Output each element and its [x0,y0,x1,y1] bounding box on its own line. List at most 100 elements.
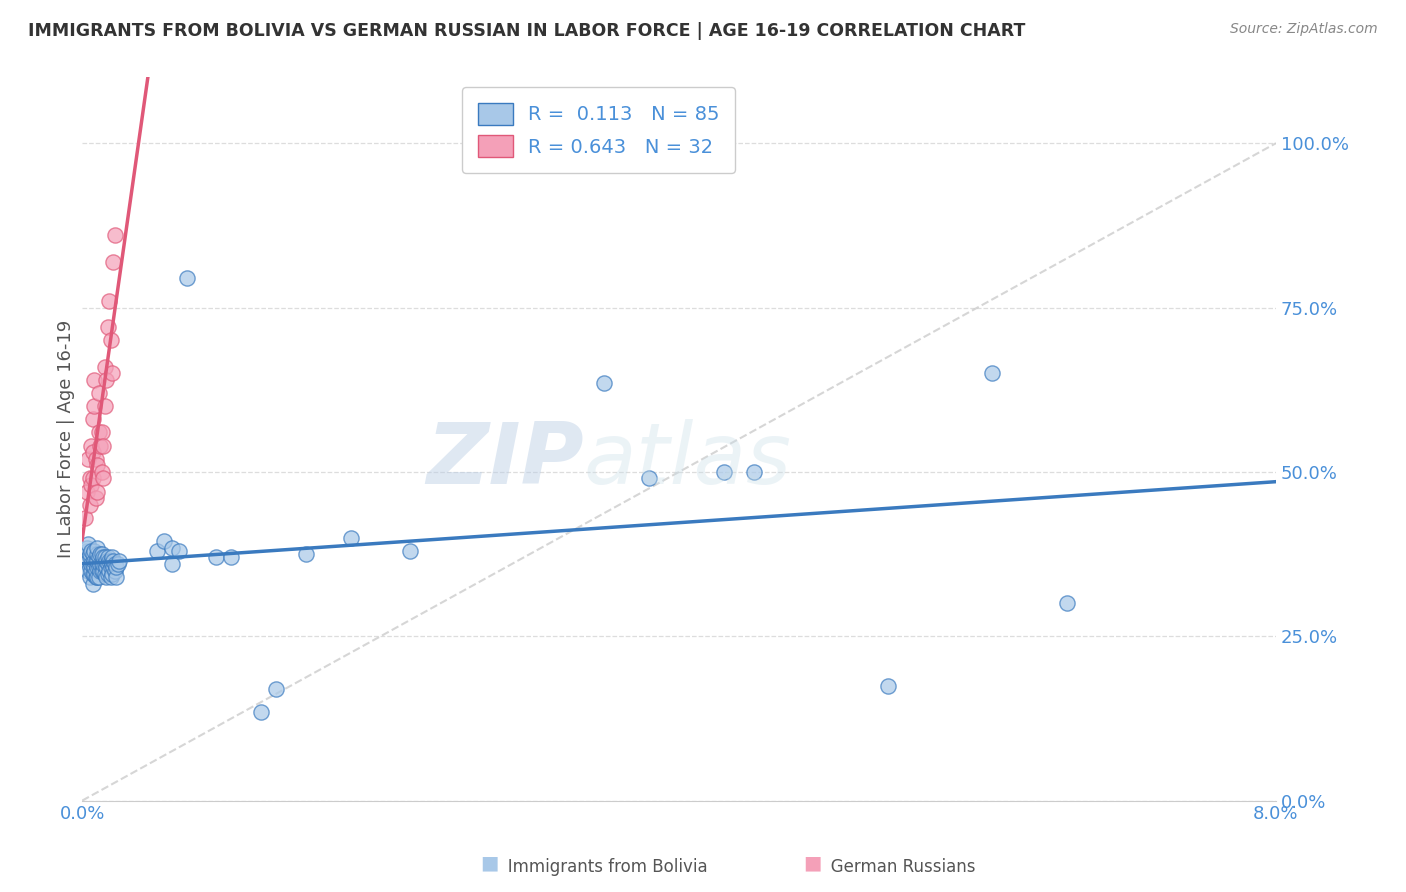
Point [83,373,105,387]
Point [160,557,183,571]
Point [104,228,127,243]
Point [167,543,190,558]
Point [713,465,735,479]
Point [79,550,101,565]
Point [86,570,108,584]
Point [1056,596,1078,610]
Point [205,550,228,565]
Text: ■: ■ [479,854,499,872]
Point [86,458,108,473]
Point [339,531,361,545]
Point [399,543,422,558]
Point [79,471,101,485]
Point [104,557,127,571]
Point [742,465,765,479]
Point [104,564,127,578]
Point [96,320,118,334]
Point [87,425,110,440]
Point [82,557,104,571]
Point [100,560,122,574]
Point [76,543,98,558]
Text: German Russians: German Russians [815,858,976,876]
Text: Source: ZipAtlas.com: Source: ZipAtlas.com [1230,22,1378,37]
Point [100,570,122,584]
Point [79,547,101,561]
Point [75,511,97,525]
Point [145,543,167,558]
Point [82,576,104,591]
Point [82,471,104,485]
Point [105,560,128,574]
Point [83,543,105,558]
Point [84,554,107,568]
Point [101,550,124,565]
Y-axis label: In Labor Force | Age 16-19: In Labor Force | Age 16-19 [58,320,75,558]
Point [86,541,108,555]
Point [101,557,124,571]
Point [91,557,114,571]
Point [89,439,111,453]
Point [103,560,125,574]
Point [89,564,111,578]
Point [96,550,118,565]
Point [221,550,243,565]
Point [90,564,112,578]
Point [93,557,115,571]
Point [89,547,111,561]
Point [87,570,110,584]
Point [638,471,661,485]
Point [250,705,273,719]
Point [83,399,105,413]
Point [101,566,124,581]
Text: ■: ■ [803,854,823,872]
Point [84,491,107,506]
Point [94,554,117,568]
Point [90,465,112,479]
Point [83,554,105,568]
Point [77,564,100,578]
Point [77,537,100,551]
Point [96,566,118,581]
Point [264,681,287,696]
Text: Immigrants from Bolivia: Immigrants from Bolivia [492,858,707,876]
Point [93,550,115,565]
Point [91,564,114,578]
Point [105,570,128,584]
Point [82,445,104,459]
Point [82,547,104,561]
Point [98,554,121,568]
Point [87,550,110,565]
Point [94,560,117,574]
Point [86,547,108,561]
Point [75,550,97,565]
Point [86,484,108,499]
Point [176,271,198,285]
Point [94,373,117,387]
Point [101,366,124,380]
Point [103,554,125,568]
Point [100,554,122,568]
Text: ZIP: ZIP [426,419,583,502]
Point [90,547,112,561]
Point [89,557,111,571]
Point [98,564,121,578]
Point [82,412,104,426]
Point [83,566,105,581]
Point [76,541,98,555]
Point [100,334,122,348]
Point [93,399,115,413]
Point [295,547,318,561]
Point [80,478,103,492]
Legend: R =  0.113   N = 85, R = 0.643   N = 32: R = 0.113 N = 85, R = 0.643 N = 32 [463,87,735,173]
Point [94,570,117,584]
Point [80,543,103,558]
Point [87,386,110,401]
Point [91,550,114,565]
Point [83,560,105,574]
Point [93,359,115,374]
Point [90,425,112,440]
Point [90,557,112,571]
Point [153,533,176,548]
Point [108,554,131,568]
Point [93,566,115,581]
